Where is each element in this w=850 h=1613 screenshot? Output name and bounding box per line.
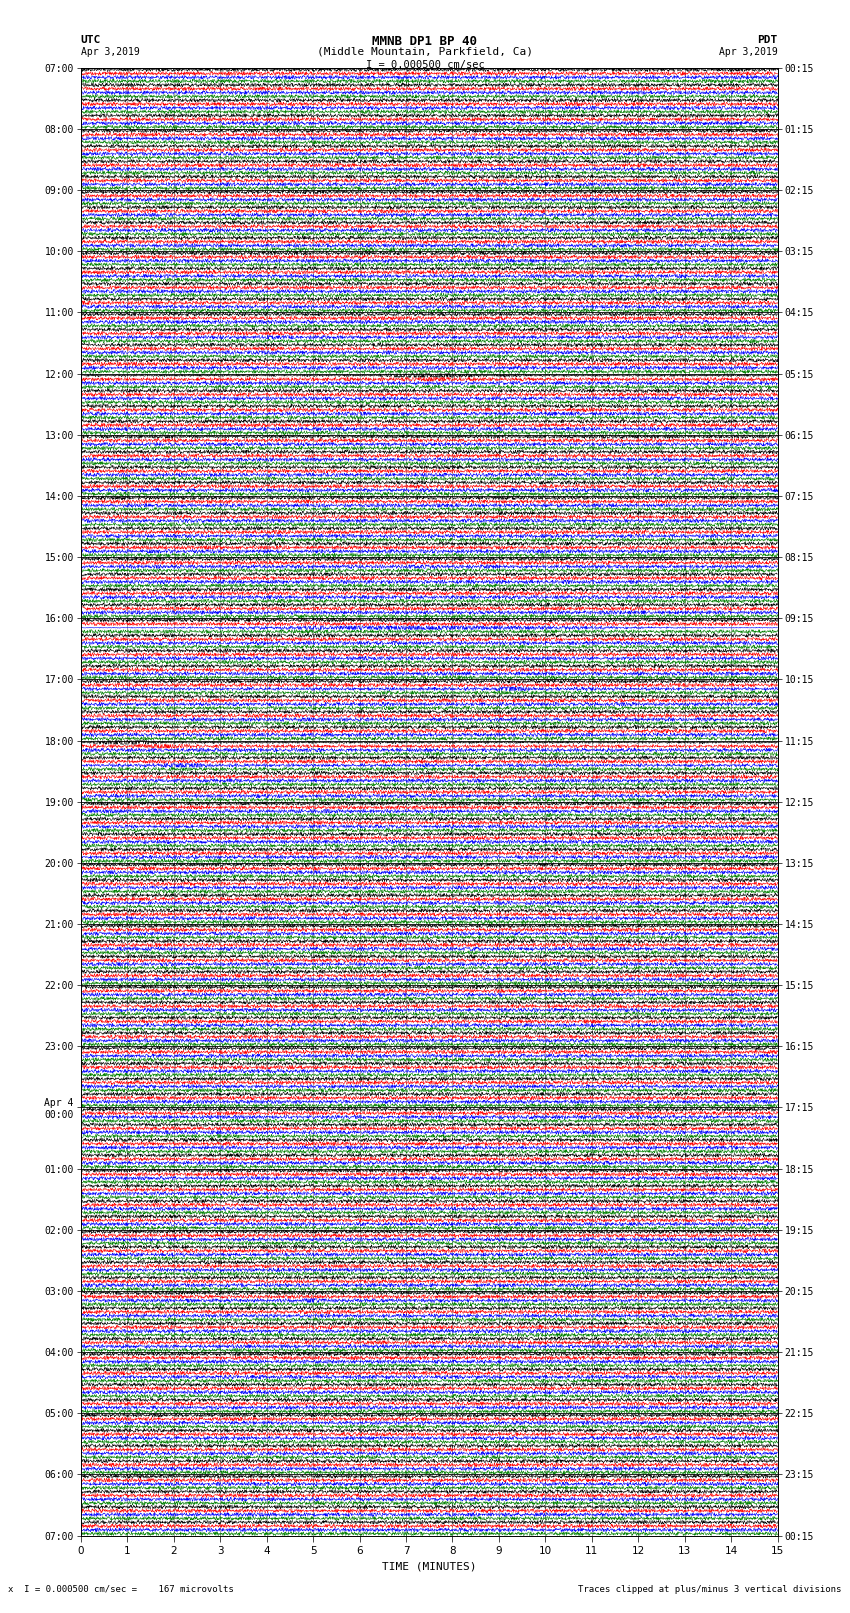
Text: x  I = 0.000500 cm/sec =    167 microvolts: x I = 0.000500 cm/sec = 167 microvolts xyxy=(8,1584,235,1594)
X-axis label: TIME (MINUTES): TIME (MINUTES) xyxy=(382,1561,477,1571)
Text: PDT: PDT xyxy=(757,35,778,45)
Text: Apr 3,2019: Apr 3,2019 xyxy=(719,47,778,56)
Text: UTC: UTC xyxy=(81,35,101,45)
Text: MMNB DP1 BP 40: MMNB DP1 BP 40 xyxy=(372,35,478,48)
Text: (Middle Mountain, Parkfield, Ca): (Middle Mountain, Parkfield, Ca) xyxy=(317,47,533,56)
Text: Apr 3,2019: Apr 3,2019 xyxy=(81,47,139,56)
Text: I = 0.000500 cm/sec: I = 0.000500 cm/sec xyxy=(366,60,484,69)
Text: Traces clipped at plus/minus 3 vertical divisions: Traces clipped at plus/minus 3 vertical … xyxy=(578,1584,842,1594)
